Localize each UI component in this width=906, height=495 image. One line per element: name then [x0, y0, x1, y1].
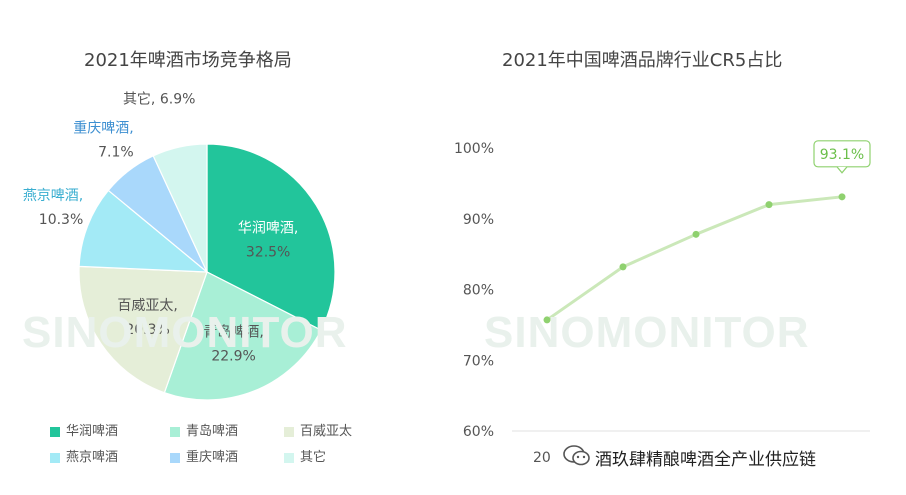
pie-chart: 华润啤酒, 32.5% 青岛啤酒, 22.9% 百威亚太, 20.3% 燕京啤酒, 10.3%…: [23, 90, 336, 401]
legend-label: 重庆啤酒: [186, 450, 239, 465]
legend-label: 华润啤酒: [66, 424, 119, 439]
legend-swatch: [50, 426, 60, 437]
legend-item-budweiser: 百威亚太: [284, 420, 352, 439]
legend-label: 百威亚太: [300, 424, 353, 439]
x-tick-label: 20: [533, 450, 551, 466]
y-tick-label: 90%: [463, 212, 494, 228]
pie-label-4: 重庆啤酒,: [73, 120, 133, 136]
data-point-3: [765, 201, 773, 209]
legend-label: 其它: [300, 450, 327, 465]
watermark-right: SINOMONITOR: [484, 308, 810, 357]
y-tick-label: 80%: [463, 283, 494, 299]
pie-value-label-4: 7.1%: [98, 144, 134, 160]
pie-value-label-3: 10.3%: [39, 212, 83, 228]
legend-swatch: [50, 452, 60, 463]
pie-chart-title: 2021年啤酒市场竞争格局: [84, 50, 292, 71]
pie-label-5: 其它, 6.9%: [123, 90, 195, 107]
value-callout-label: 93.1%: [820, 147, 864, 163]
pie-label-1: 青岛啤酒,: [203, 325, 263, 341]
legend-swatch: [170, 426, 180, 437]
legend-label: 青岛啤酒: [186, 424, 239, 439]
legend-label: 燕京啤酒: [66, 450, 119, 465]
data-point-0: [543, 316, 551, 324]
data-point-1: [619, 263, 627, 271]
pie-label-3: 燕京啤酒,: [23, 188, 83, 204]
series-line: [546, 195, 843, 322]
pie-value-label-1: 22.9%: [211, 349, 255, 365]
legend-swatch: [284, 426, 294, 437]
pie-label-0: 华润啤酒,: [238, 221, 298, 237]
pie-value-label-0: 32.5%: [246, 245, 290, 261]
pie-slice-0: [206, 143, 336, 331]
value-callout-pointer: [836, 166, 848, 174]
y-tick-label: 70%: [463, 353, 494, 369]
legend-item-other: 其它: [284, 446, 326, 465]
data-point-4: [838, 193, 846, 201]
line-chart-title: 2021年中国啤酒品牌行业CR5占比: [502, 50, 783, 71]
legend-swatch: [284, 452, 294, 463]
pie-value-label-2: 20.3%: [125, 322, 169, 338]
legend-item-qingdao: 青岛啤酒: [170, 420, 238, 439]
line-chart: 60% 70% 80% 90% 100% 20 93.1%: [454, 140, 871, 466]
y-tick-label: 100%: [454, 141, 494, 157]
watermark-left: SINOMONITOR: [22, 308, 348, 357]
pie-slice-1: [163, 271, 322, 401]
y-tick-label: 60%: [463, 424, 494, 440]
wechat-icon: [563, 445, 590, 466]
data-point-2: [692, 230, 700, 238]
legend-swatch: [170, 452, 180, 463]
pie-slice-3: [78, 189, 209, 273]
pie-slice-5: [152, 143, 208, 273]
pie-label-2: 百威亚太,: [117, 298, 177, 314]
legend-item-huarun: 华润啤酒: [50, 420, 118, 439]
pie-legend: 华润啤酒 青岛啤酒 百威亚太 燕京啤酒 重庆啤酒 其它: [50, 420, 410, 470]
footer-account-name: 酒玖肆精酿啤酒全产业供应链: [595, 450, 816, 470]
pie-slice-2: [78, 265, 208, 394]
legend-item-chongqing: 重庆啤酒: [170, 446, 238, 465]
legend-item-yanjing: 燕京啤酒: [50, 446, 118, 465]
